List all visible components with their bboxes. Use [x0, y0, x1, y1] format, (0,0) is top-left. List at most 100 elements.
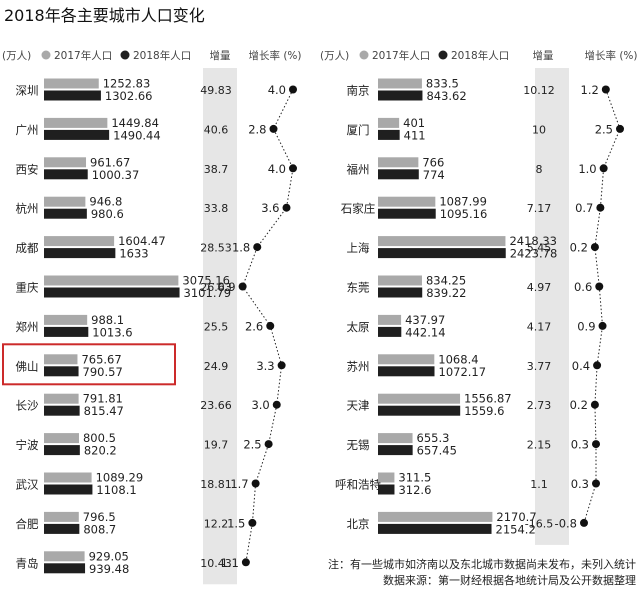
- bar-2017: [378, 433, 413, 444]
- footnote-source: 数据来源：第一财经根据各地统计局及公开数据整理: [383, 573, 636, 587]
- rate-connector-line: [583, 89, 621, 524]
- value-2018-label: 1000.37: [92, 168, 140, 182]
- value-2017-label: 800.5: [83, 431, 116, 445]
- bar-2018: [378, 208, 436, 219]
- city-name: 北京: [347, 517, 370, 531]
- value-2018-label: 1302.66: [105, 89, 153, 103]
- value-2018-label: 312.6: [398, 483, 431, 497]
- bar-2017: [44, 196, 86, 207]
- bar-2018: [44, 563, 86, 574]
- bar-2018: [378, 248, 506, 259]
- value-2017-label: 1068.4: [438, 352, 478, 366]
- value-2018-label: 808.7: [83, 522, 116, 536]
- city-name: 太原: [347, 320, 370, 334]
- rate-value: 4.0: [268, 83, 286, 97]
- rate-point: [598, 321, 607, 330]
- rate-value: 1.2: [581, 83, 599, 97]
- rate-point: [264, 440, 273, 449]
- bar-2017: [44, 472, 92, 483]
- legend-2018-marker: [120, 50, 130, 60]
- rate-point: [616, 124, 624, 133]
- increase-value: 25.5: [204, 320, 229, 333]
- bar-2017: [378, 354, 435, 365]
- rate-header: 增长率 (%): [248, 49, 301, 62]
- increase-value: 7.17: [527, 202, 552, 215]
- bar-2018: [44, 484, 93, 495]
- rate-point: [595, 282, 604, 291]
- increase-value: 2.15: [527, 439, 552, 452]
- value-2017-label: 796.5: [83, 510, 116, 524]
- bar-2017: [44, 314, 88, 325]
- rate-value: 0.2: [570, 398, 588, 412]
- bar-2018: [378, 484, 395, 495]
- bar-2018: [378, 326, 402, 337]
- bar-2018: [378, 129, 400, 140]
- value-2017-label: 765.67: [81, 352, 121, 366]
- rate-value: 2.8: [248, 122, 266, 136]
- value-2017-label: 988.1: [91, 313, 124, 327]
- increase-value: 8: [536, 163, 543, 176]
- bar-2018: [44, 326, 89, 337]
- bar-2018: [378, 366, 435, 377]
- city-name: 石家庄: [341, 202, 376, 216]
- increase-band: [203, 68, 237, 585]
- bar-2017: [378, 275, 422, 286]
- rate-value: 0.4: [572, 359, 590, 373]
- bar-2018: [378, 287, 423, 298]
- rate-point: [592, 440, 600, 449]
- increase-value: 10.12: [523, 84, 555, 97]
- increase-value: 1.1: [530, 478, 548, 491]
- value-2017-label: 834.25: [426, 274, 466, 288]
- value-2018-label: 1013.6: [92, 325, 132, 339]
- increase-value: 3.77: [527, 360, 552, 373]
- city-name: 成都: [16, 241, 39, 255]
- rate-value: 3.0: [251, 398, 269, 412]
- unit-label: (万人): [2, 50, 31, 62]
- bar-2017: [44, 78, 99, 89]
- rate-value: 0.3: [571, 438, 589, 452]
- rate-point: [269, 124, 278, 133]
- value-2017-label: 1604.47: [118, 234, 166, 248]
- city-name: 重庆: [16, 281, 39, 295]
- bar-2017: [44, 393, 79, 404]
- increase-value: 28.53: [200, 242, 232, 255]
- rate-value: -0.8: [555, 516, 577, 530]
- rate-point: [593, 361, 602, 370]
- city-name: 武汉: [16, 478, 39, 492]
- value-2018-label: 790.57: [83, 365, 123, 379]
- city-name: 广州: [16, 123, 39, 137]
- value-2017-label: 946.8: [89, 195, 122, 209]
- legend-2018-marker: [438, 50, 448, 60]
- highlight-box: [2, 343, 176, 386]
- bar-2018: [378, 169, 419, 180]
- increase-value: 49.83: [200, 84, 232, 97]
- rate-point: [592, 479, 600, 488]
- city-name: 呼和浩特: [335, 478, 381, 492]
- rate-value: 1.1: [221, 556, 239, 570]
- city-name: 东莞: [347, 281, 370, 295]
- value-2018-label: 1108.1: [96, 483, 136, 497]
- bar-2017: [44, 157, 87, 168]
- city-name: 长沙: [16, 399, 39, 413]
- increase-value: 10.43: [200, 557, 232, 570]
- legend-2017-marker: [359, 50, 369, 60]
- value-2018-label: 980.6: [91, 207, 124, 221]
- bar-2017: [44, 275, 179, 286]
- value-2017-label: 437.97: [405, 313, 445, 327]
- rate-value: 1.5: [227, 516, 245, 530]
- city-name: 青岛: [16, 556, 39, 570]
- rate-value: 2.5: [243, 438, 261, 452]
- value-2017-label: 655.3: [417, 431, 450, 445]
- value-2018-label: 939.48: [89, 562, 129, 576]
- increase-value: 38.7: [204, 163, 229, 176]
- rate-value: 1.7: [230, 477, 248, 491]
- rate-point: [241, 558, 250, 567]
- rate-header: 增长率 (%): [584, 49, 637, 62]
- city-name: 上海: [347, 241, 370, 255]
- increase-value: 26.63: [200, 281, 232, 294]
- city-name: 深圳: [16, 84, 39, 98]
- value-2017-label: 929.05: [89, 549, 129, 563]
- city-name: 无锡: [347, 438, 370, 452]
- footnote-note: 注：有一些城市如济南以及东北城市数据尚未发布，未列入统计: [328, 557, 636, 571]
